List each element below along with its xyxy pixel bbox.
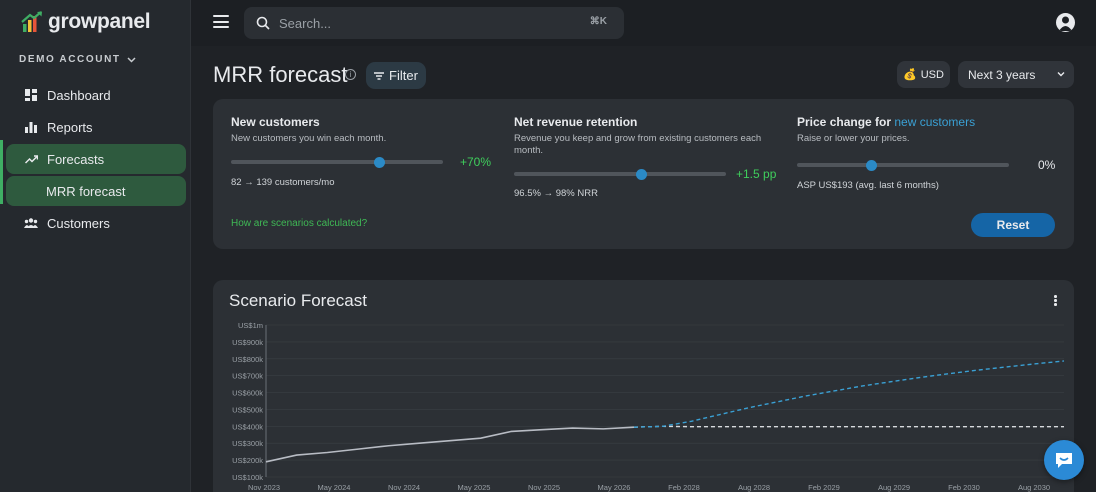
new-customers-delta: +70% (460, 155, 492, 169)
account-label: DEMO ACCOUNT (19, 54, 121, 65)
users-icon (24, 216, 38, 230)
price-change-slider[interactable] (797, 159, 1009, 171)
nrr-slider[interactable] (514, 168, 726, 180)
chevron-down-icon (127, 56, 136, 63)
menu-icon[interactable] (213, 15, 229, 28)
nrr-note: 96.5% → 98% NRR (514, 188, 598, 199)
x-tick-label: Aug 2029 (878, 483, 910, 492)
x-tick-label: May 2024 (318, 483, 351, 492)
y-tick-label: US$600k (232, 389, 263, 398)
search-icon (256, 16, 270, 30)
filter-label: Filter (389, 68, 418, 83)
nrr-desc: Revenue you keep and grow from existing … (514, 133, 762, 156)
y-tick-label: US$700k (232, 372, 263, 381)
y-tick-label: US$1m (238, 321, 263, 330)
scenario-panel: New customers New customers you win each… (213, 99, 1074, 249)
new-customers-note: 82 → 139 customers/mo (231, 177, 335, 188)
x-tick-label: May 2026 (598, 483, 631, 492)
x-tick-label: May 2025 (458, 483, 491, 492)
filter-icon (374, 71, 385, 80)
more-options-icon[interactable] (1054, 295, 1058, 307)
slider-thumb[interactable] (865, 159, 877, 171)
search-bar[interactable]: ⌘K (244, 7, 624, 39)
new-customers-title: New customers (231, 115, 320, 129)
dashboard-icon (24, 88, 38, 102)
x-tick-label: Nov 2024 (388, 483, 420, 492)
y-tick-label: US$200k (232, 456, 263, 465)
bar-chart-icon (24, 120, 38, 134)
price-target-link[interactable]: new customers (894, 115, 976, 129)
chevron-down-icon (1057, 72, 1065, 77)
nrr-delta: +1.5 pp (736, 167, 777, 181)
y-tick-label: US$500k (232, 405, 263, 414)
price-change-delta: 0% (1038, 158, 1056, 172)
search-input[interactable] (279, 15, 569, 31)
brand-name: growpanel (48, 10, 151, 33)
reset-button[interactable]: Reset (971, 213, 1055, 237)
price-change-title: Price change for new customers (797, 115, 1057, 129)
new-customers-desc: New customers you win each month. (231, 133, 387, 144)
info-icon[interactable]: i (345, 69, 356, 80)
sidebar-item-label: MRR forecast (46, 183, 126, 199)
currency-label: USD (920, 68, 944, 81)
x-tick-label: Feb 2029 (808, 483, 840, 492)
y-tick-label: US$300k (232, 439, 263, 448)
nrr-control: Net revenue retention Revenue you keep a… (514, 115, 774, 157)
chart-title: Scenario Forecast (229, 291, 367, 310)
sidebar-nav: Dashboard Reports Forecasts MRR forecast… (0, 78, 191, 240)
x-tick-label: Feb 2030 (948, 483, 980, 492)
y-tick-label: US$900k (232, 338, 263, 347)
user-avatar-icon[interactable] (1056, 13, 1075, 32)
period-label: Next 3 years (968, 67, 1036, 82)
chat-icon (1056, 453, 1072, 468)
sidebar-item-mrr-forecast[interactable]: MRR forecast (6, 176, 186, 206)
y-tick-label: US$800k (232, 355, 263, 364)
brand-logo[interactable]: growpanel (20, 10, 151, 34)
scenario-help-link[interactable]: How are scenarios calculated? (231, 218, 368, 229)
sidebar-item-reports[interactable]: Reports (6, 112, 186, 142)
currency-button[interactable]: 💰 USD (897, 61, 950, 88)
chat-support-button[interactable] (1044, 440, 1084, 480)
topbar: ⌘K (191, 0, 1096, 46)
new-customers-slider[interactable] (231, 156, 443, 168)
nrr-title: Net revenue retention (514, 115, 638, 129)
period-select[interactable]: Next 3 years (958, 61, 1074, 88)
logo-icon (20, 10, 44, 34)
x-tick-label: Aug 2030 (1018, 483, 1050, 492)
trend-icon (24, 152, 38, 166)
price-change-title-text: Price change for (797, 115, 892, 129)
price-change-note: ASP US$193 (avg. last 6 months) (797, 180, 939, 191)
slider-thumb[interactable] (635, 168, 647, 180)
series-baseline-forecast-line (633, 425, 1064, 428)
active-section-indicator (0, 140, 3, 204)
x-tick-label: Aug 2028 (738, 483, 770, 492)
sidebar-item-label: Forecasts (47, 151, 105, 167)
sidebar-item-label: Reports (47, 119, 93, 135)
account-switcher[interactable]: DEMO ACCOUNT (19, 54, 136, 65)
sidebar-item-label: Customers (47, 215, 110, 231)
forecast-chart: US$1m US$900k US$800k US$700k US$600k US$500k… (232, 321, 1065, 492)
x-tick-label: Nov 2025 (528, 483, 560, 492)
money-bag-icon: 💰 (903, 69, 917, 81)
sidebar-item-forecasts[interactable]: Forecasts (6, 144, 186, 174)
sidebar-item-customers[interactable]: Customers (6, 208, 186, 238)
page-title: MRR forecast (213, 62, 348, 87)
sidebar: growpanel DEMO ACCOUNT Dashboard Reports… (0, 0, 191, 492)
new-customers-control: New customers New customers you win each… (231, 115, 471, 145)
sidebar-item-label: Dashboard (47, 87, 111, 103)
search-shortcut: ⌘K (589, 16, 607, 27)
slider-thumb[interactable] (373, 156, 385, 168)
x-tick-label: Nov 2023 (248, 483, 280, 492)
y-tick-label: US$400k (232, 422, 263, 431)
price-change-control: Price change for new customers Raise or … (797, 115, 1057, 145)
x-tick-label: Feb 2028 (668, 483, 700, 492)
price-change-desc: Raise or lower your prices. (797, 133, 910, 144)
series-scenario-forecast-line (633, 360, 1065, 428)
series-actual-line (265, 426, 635, 463)
scenario-forecast-card: Scenario Forecast US$1m US$900k US$800k US$… (213, 280, 1074, 492)
sidebar-item-dashboard[interactable]: Dashboard (6, 80, 186, 110)
y-tick-label: US$100k (232, 473, 263, 482)
filter-button[interactable]: Filter (366, 62, 426, 89)
